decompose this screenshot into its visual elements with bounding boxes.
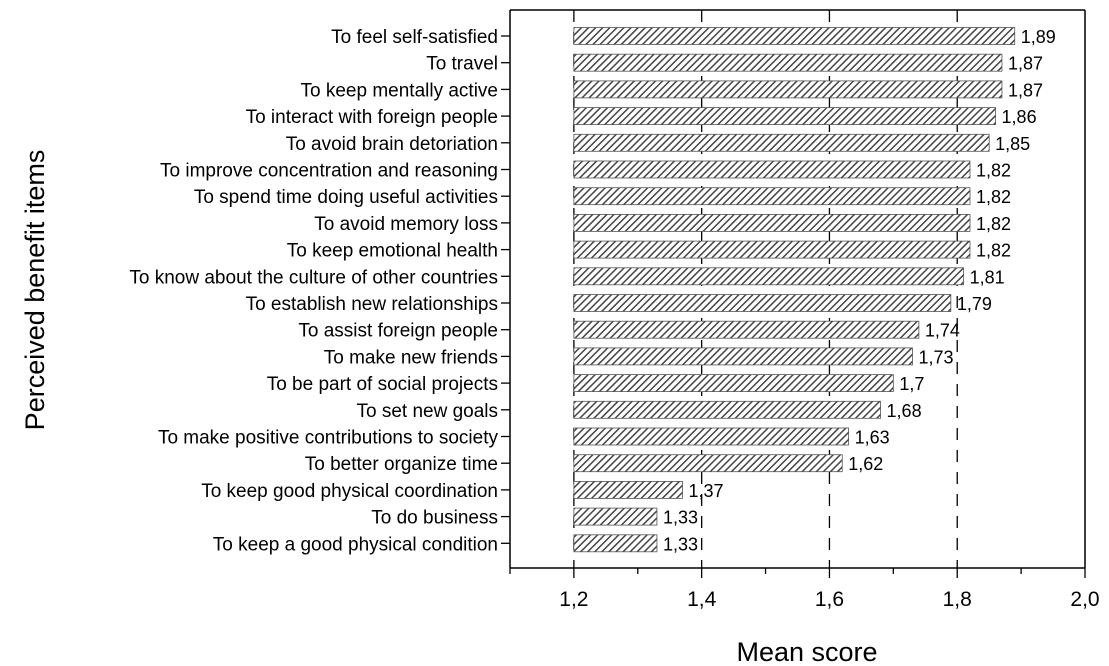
category-label: To travel [426,54,498,75]
value-label: 1,63 [855,428,890,448]
bar [573,240,971,259]
bar [573,27,1016,45]
bar [573,187,971,206]
value-label: 1,7 [899,374,924,394]
bar [573,267,965,286]
category-label: To keep emotional health [287,241,498,262]
bar [573,507,658,526]
value-label: 1,74 [925,321,960,341]
category-label: To avoid memory loss [314,214,498,235]
category-label: To be part of social projects [267,374,498,395]
value-label: 1,82 [976,161,1011,181]
value-label: 1,33 [663,534,698,554]
bar [573,80,1003,99]
bar [573,427,850,446]
grid-lines [573,10,958,568]
category-label: To assist foreign people [298,321,498,342]
bar [573,480,683,499]
value-label: 1,89 [1021,27,1056,47]
category-label: To keep a good physical condition [213,534,498,555]
x-tick-label: 2,0 [1070,588,1099,611]
bar [573,53,1003,72]
value-label: 1,33 [663,508,698,528]
axes [501,9,1086,578]
value-label: 1,81 [970,267,1005,287]
bar [573,107,996,125]
category-label: To do business [371,508,498,529]
bar [573,374,894,393]
bar [573,454,843,473]
value-label: 1,86 [1002,107,1037,127]
category-label: To interact with foreign people [246,107,498,128]
x-axis-title: Mean score [736,637,877,666]
value-label: 1,87 [1008,80,1043,100]
y-axis-title: Perceived benefit items [20,150,50,431]
bar [573,160,971,179]
value-label: 1,87 [1008,54,1043,74]
category-label: To keep mentally active [301,80,499,101]
category-label: To know about the culture of other count… [129,267,498,288]
category-label: To make new friends [324,347,498,368]
x-tick-label: 1,2 [559,588,588,611]
category-label: To feel self-satisfied [331,27,498,48]
bar [573,400,881,419]
bar [573,294,952,312]
bar [573,133,990,152]
category-label: To spend time doing useful activities [194,187,498,208]
bar [573,534,658,553]
value-label: 1,68 [887,401,922,421]
x-tick-label: 1,6 [815,588,844,611]
category-label: To set new goals [356,401,498,422]
bars [573,27,1016,553]
value-label: 1,82 [976,187,1011,207]
value-label: 1,82 [976,241,1011,261]
category-label: To make positive contributions to societ… [158,428,499,449]
value-label: 1,62 [848,454,883,474]
category-label: To keep good physical coordination [201,481,498,502]
value-label: 1,85 [995,134,1030,154]
bar [573,347,913,366]
value-label: 1,73 [919,347,954,367]
value-label: 1,82 [976,214,1011,234]
x-tick-label: 1,8 [943,588,972,611]
category-label: To avoid brain detoriation [286,134,498,155]
category-label: To improve concentration and reasoning [160,161,498,182]
bar [573,320,920,339]
value-label: 1,79 [957,294,992,314]
category-label: To establish new relationships [246,294,498,315]
x-tick-label: 1,4 [687,588,717,611]
labels: To feel self-satisfied 1,89 To travel 1,87 T… [129,27,1099,611]
value-label: 1,37 [689,481,724,501]
bar [573,213,971,232]
category-label: To better organize time [305,454,498,475]
